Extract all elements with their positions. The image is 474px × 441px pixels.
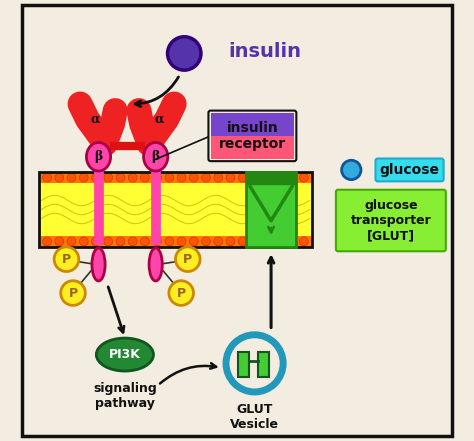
Bar [39,183,312,236]
Circle shape [177,237,186,246]
Circle shape [165,237,174,246]
Circle shape [214,173,223,182]
Circle shape [55,237,64,246]
Circle shape [167,37,201,70]
Circle shape [91,237,100,246]
Ellipse shape [149,248,162,281]
Circle shape [128,173,137,182]
Circle shape [67,237,76,246]
Circle shape [214,237,223,246]
Circle shape [275,237,284,246]
Ellipse shape [144,142,168,171]
Text: GLUT
Vesicle: GLUT Vesicle [230,403,279,431]
Circle shape [275,173,284,182]
Ellipse shape [86,142,110,171]
Bar [258,352,269,377]
Circle shape [165,173,174,182]
Circle shape [61,281,85,305]
Circle shape [190,173,198,182]
Circle shape [177,173,186,182]
Text: glucose: glucose [380,163,439,177]
Circle shape [251,173,259,182]
Circle shape [238,173,247,182]
Text: P: P [183,253,192,265]
Bar [39,236,312,247]
Circle shape [116,173,125,182]
FancyBboxPatch shape [22,5,452,436]
Circle shape [263,173,272,182]
Circle shape [153,173,162,182]
Text: insulin
receptor: insulin receptor [219,121,286,151]
Circle shape [251,237,259,246]
Circle shape [287,237,296,246]
Circle shape [342,160,361,179]
FancyBboxPatch shape [210,113,294,136]
FancyBboxPatch shape [210,136,294,159]
Circle shape [190,237,198,246]
Circle shape [116,237,125,246]
Circle shape [55,173,64,182]
Circle shape [226,173,235,182]
Circle shape [153,237,162,246]
Circle shape [300,173,308,182]
Circle shape [226,335,283,392]
Circle shape [226,237,235,246]
Text: PI3K: PI3K [109,348,141,361]
Ellipse shape [239,349,270,377]
Circle shape [263,237,272,246]
Circle shape [104,173,113,182]
Circle shape [201,173,210,182]
Circle shape [300,237,308,246]
Bar [39,172,312,183]
Circle shape [43,173,52,182]
Bar [246,172,296,184]
Text: P: P [62,253,71,265]
FancyBboxPatch shape [375,158,444,181]
Circle shape [91,173,100,182]
Text: insulin: insulin [228,42,301,61]
Circle shape [169,281,193,305]
Circle shape [43,237,52,246]
Text: P: P [68,287,78,299]
Circle shape [238,237,247,246]
Circle shape [140,173,149,182]
Bar [238,352,249,377]
Circle shape [140,237,149,246]
Text: α: α [90,113,100,126]
Circle shape [175,247,200,272]
Ellipse shape [92,248,105,281]
Circle shape [201,237,210,246]
Circle shape [67,173,76,182]
Ellipse shape [96,338,154,371]
Circle shape [287,173,296,182]
Circle shape [79,237,88,246]
Text: α: α [155,113,164,126]
Text: glucose
transporter
[GLUT]: glucose transporter [GLUT] [350,199,431,242]
Text: P: P [177,287,186,299]
Circle shape [79,173,88,182]
Bar [246,172,296,247]
Text: β: β [94,150,103,163]
FancyBboxPatch shape [336,190,446,251]
Bar [39,172,312,247]
Text: signaling
pathway: signaling pathway [93,382,157,410]
Circle shape [54,247,79,272]
Circle shape [128,237,137,246]
Text: β: β [152,150,160,163]
Circle shape [104,237,113,246]
